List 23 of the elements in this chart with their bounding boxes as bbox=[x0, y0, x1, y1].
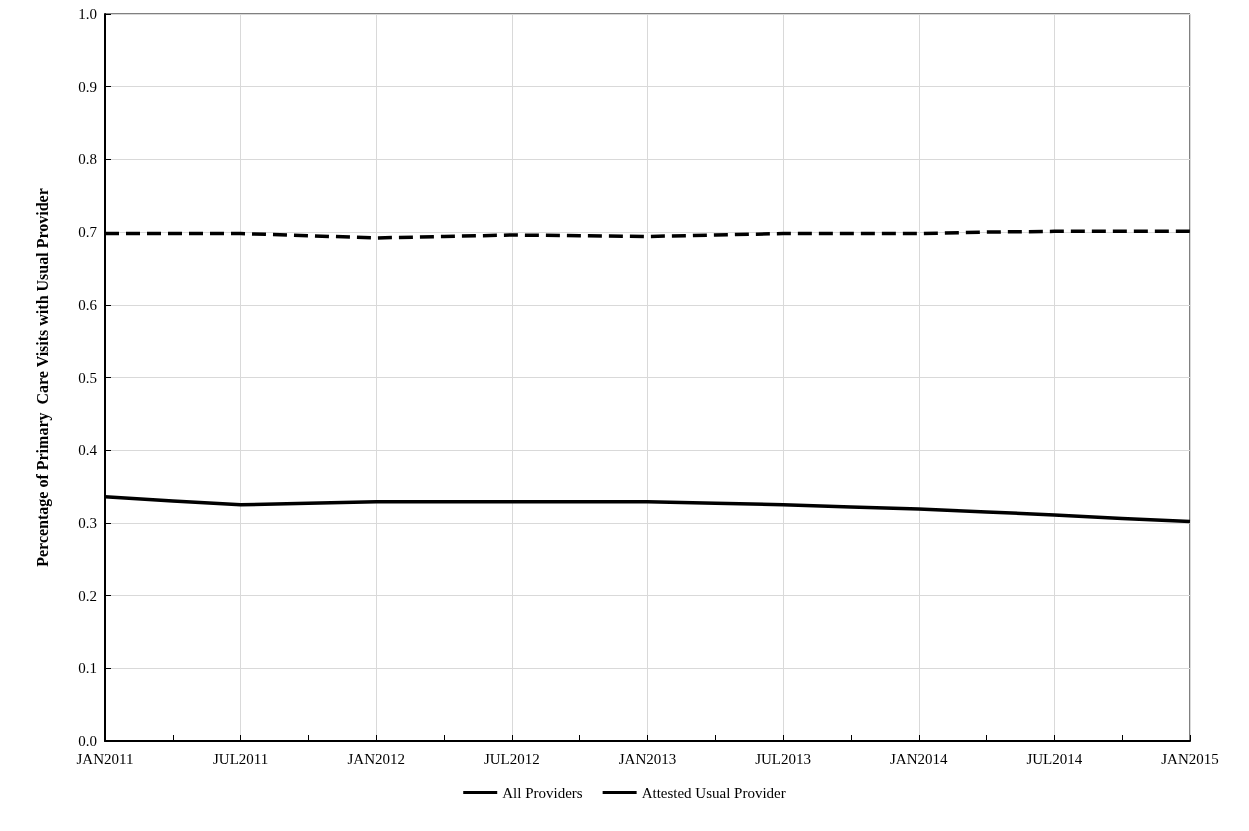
x-tick-label: JAN2011 bbox=[76, 750, 134, 767]
y-tick-label: 0.5 bbox=[78, 369, 97, 386]
x-tick-label: JAN2014 bbox=[889, 750, 948, 767]
y-tick-label: 0.4 bbox=[78, 442, 98, 459]
y-tick-label: 0.9 bbox=[78, 78, 97, 95]
x-tick-label: JAN2012 bbox=[347, 750, 406, 767]
x-tick-label: JUL2014 bbox=[1026, 750, 1083, 767]
y-tick-label: 0.2 bbox=[78, 587, 97, 604]
x-tick-label: JUL2011 bbox=[212, 750, 269, 767]
y-tick-label: 0.6 bbox=[78, 296, 98, 313]
y-tick-label: 0.3 bbox=[78, 514, 97, 531]
y-tick-label: 0.0 bbox=[78, 733, 97, 749]
x-tick-label: JUL2013 bbox=[755, 750, 812, 767]
legend-label: All Providers bbox=[502, 784, 583, 801]
y-tick-label: 0.7 bbox=[78, 224, 98, 241]
legend-label: Attested Usual Provider bbox=[641, 784, 786, 801]
x-tick-label: JAN2015 bbox=[1161, 750, 1219, 767]
x-tick-label: JUL2012 bbox=[483, 750, 540, 767]
y-tick-label: 1.0 bbox=[78, 6, 97, 22]
y-axis-title: Percentage of Primary Care Visits with Usual Provider bbox=[33, 188, 52, 567]
x-tick-label: JAN2013 bbox=[618, 750, 677, 767]
y-tick-label: 0.8 bbox=[78, 151, 97, 168]
y-tick-label: 0.1 bbox=[78, 660, 97, 677]
